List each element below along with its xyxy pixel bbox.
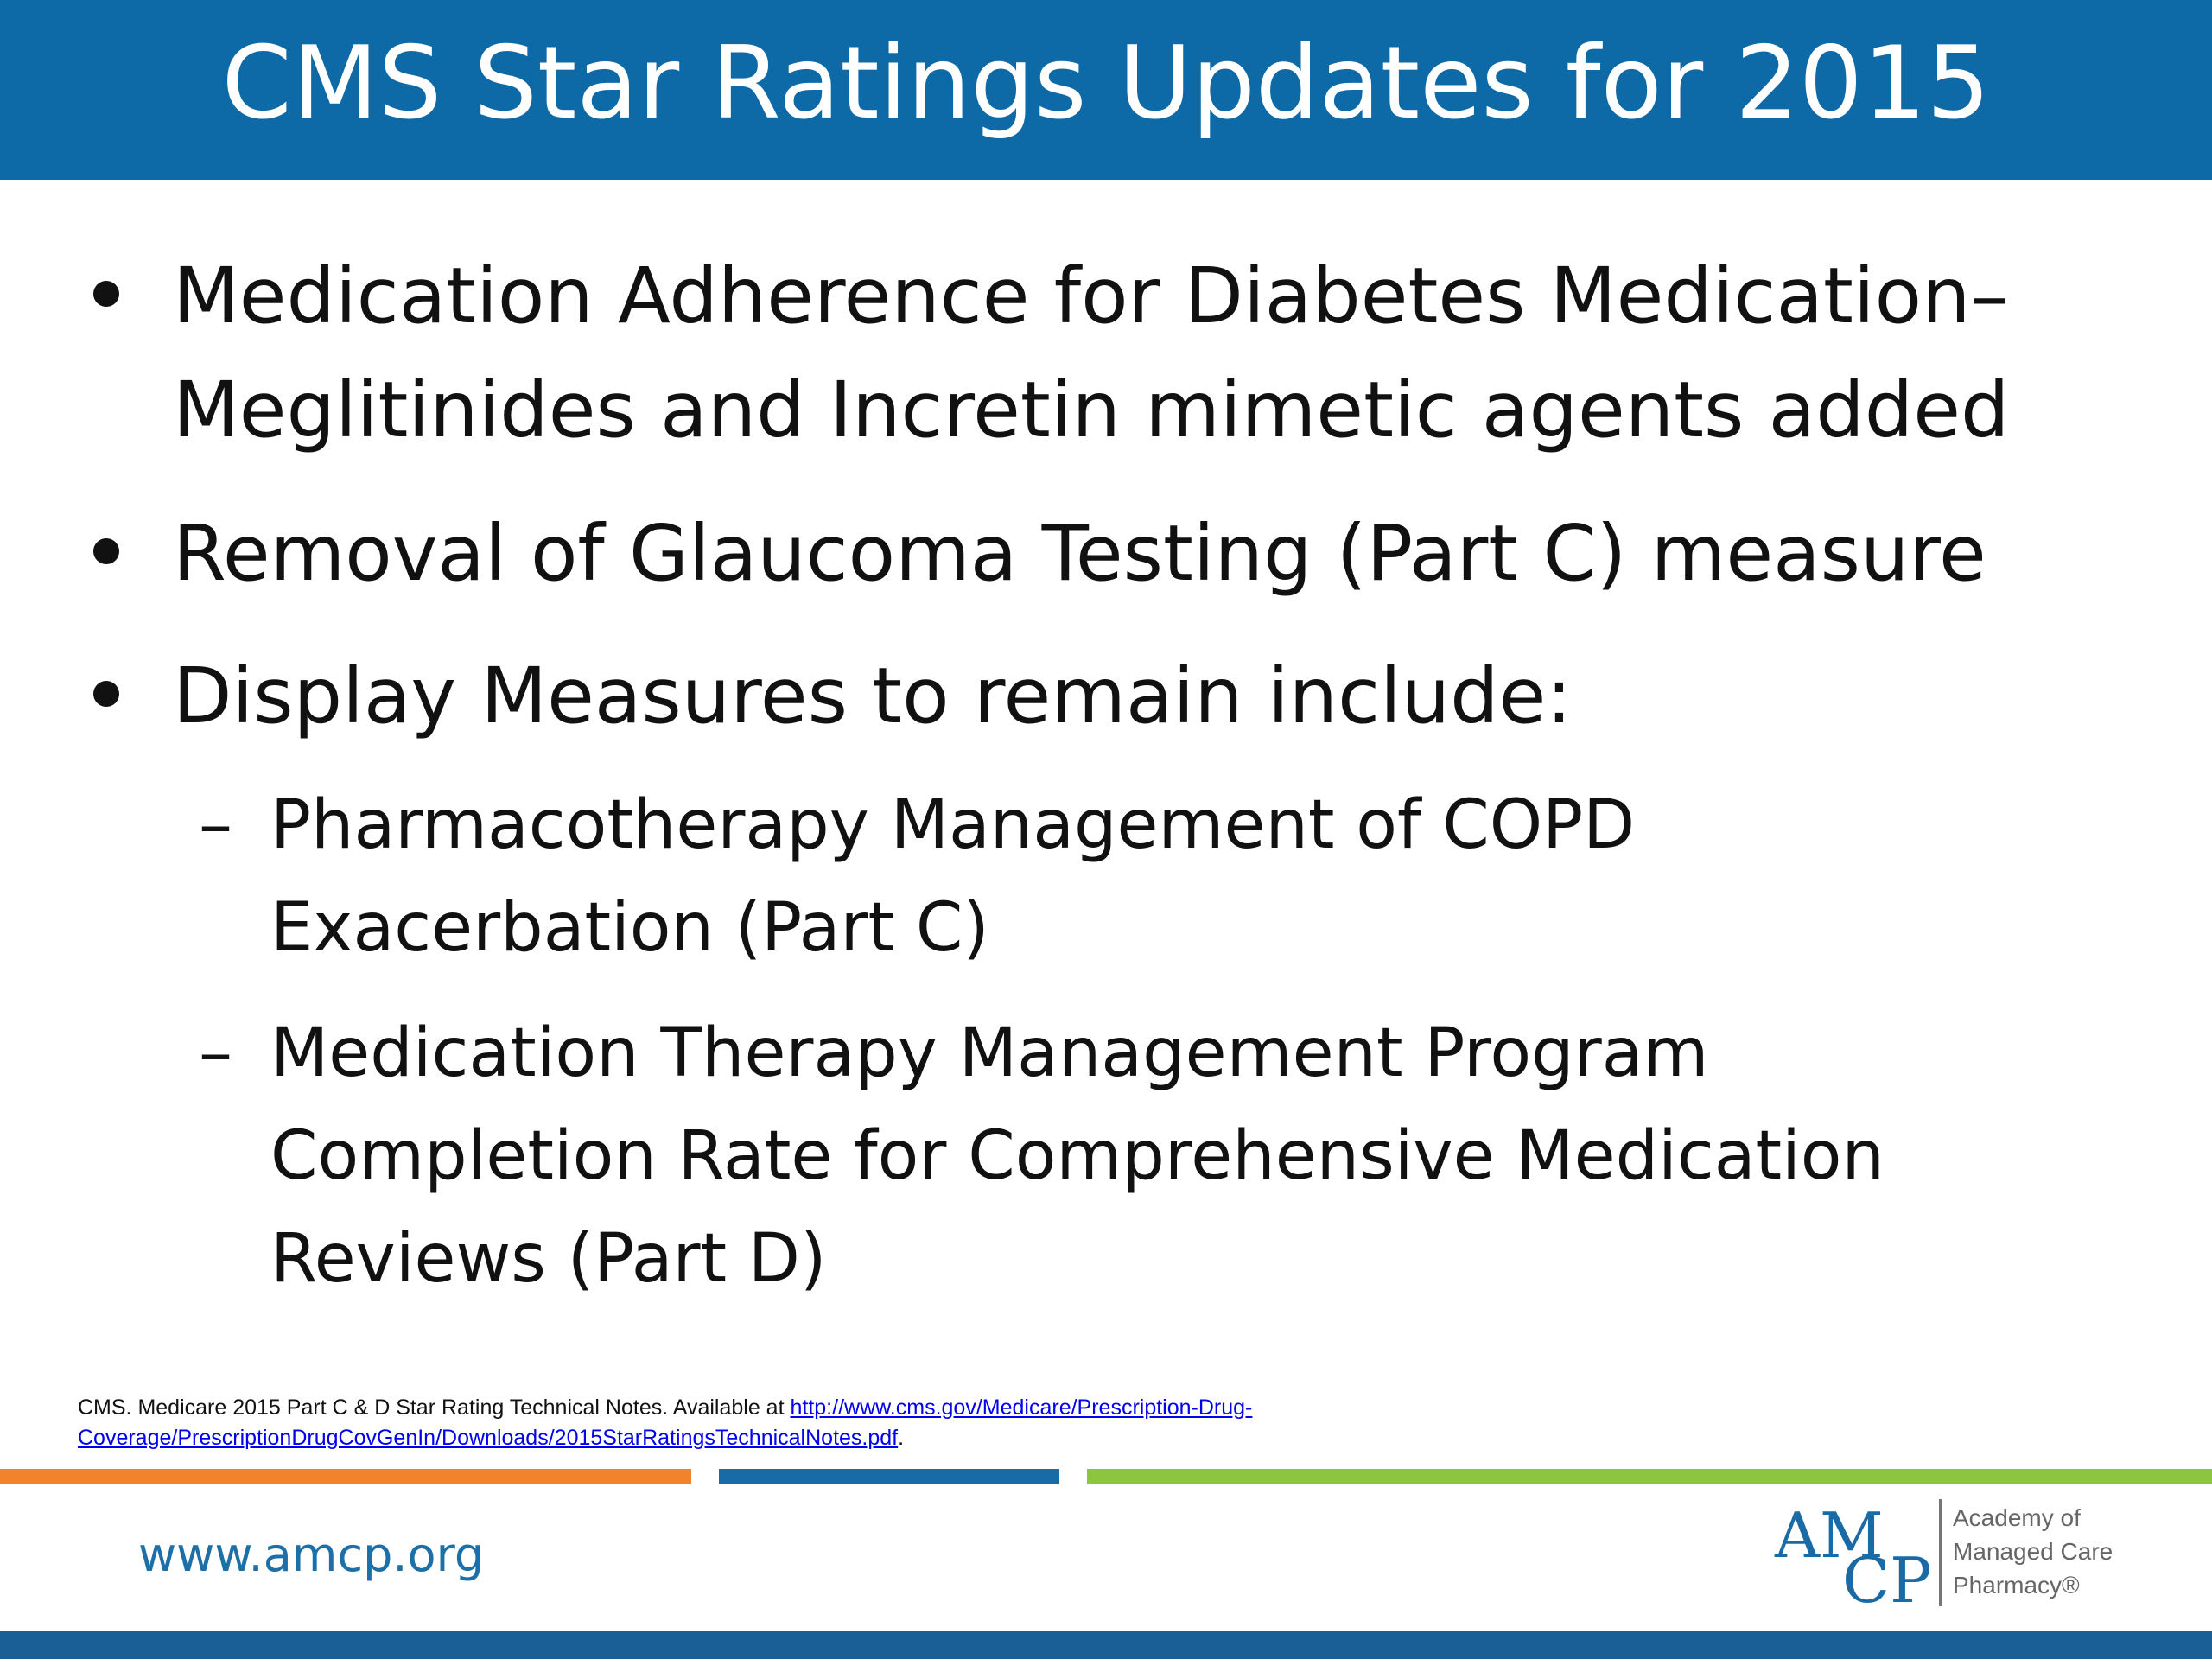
bullet-line: Meglitinides and Incretin mimetic agents…	[173, 365, 2010, 454]
logo-name-line: Pharmacy®	[1953, 1572, 2080, 1599]
bottom-bar	[0, 1631, 2212, 1659]
sub-bullet-line: Pharmacotherapy Management of COPD	[270, 786, 1636, 864]
sub-bullet-line: Reviews (Part D)	[270, 1220, 827, 1298]
slide-content: Medication Adherence for Diabetes Medica…	[93, 251, 2010, 1298]
footer-stripe-green	[1087, 1469, 2212, 1484]
bullet-dot	[93, 681, 119, 707]
bullet-line: Removal of Glaucoma Testing (Part C) mea…	[173, 508, 1986, 598]
logo-mark-bottom: CP	[1842, 1544, 1932, 1617]
bullet-dot	[93, 538, 119, 564]
sub-bullet-line: Completion Rate for Comprehensive Medica…	[270, 1117, 1885, 1195]
bullet-line: Display Measures to remain include:	[173, 651, 1573, 741]
dash-marker: –	[199, 1014, 232, 1092]
logo-divider	[1939, 1499, 1942, 1606]
citation-footnote: CMS. Medicare 2015 Part C & D Star Ratin…	[78, 1393, 1979, 1453]
footer-stripe-blue	[719, 1469, 1059, 1484]
logo-name-line: Managed Care	[1953, 1538, 2113, 1565]
citation-link[interactable]: http://www.cms.gov/Medicare/Prescription…	[78, 1395, 1252, 1450]
sub-bullet-line: Exacerbation (Part C)	[270, 889, 989, 967]
citation-link-line1: http://www.cms.gov/Medicare/Prescription…	[790, 1395, 1253, 1420]
dash-marker: –	[199, 786, 232, 864]
sub-bullet-line: Medication Therapy Management Program	[270, 1014, 1709, 1092]
bullet-line: Medication Adherence for Diabetes Medica…	[173, 251, 2010, 340]
title-bar: CMS Star Ratings Updates for 2015	[0, 0, 2212, 180]
logo-mark-top: AM	[1775, 1499, 1884, 1572]
logo-name-line: Academy of	[1953, 1504, 2081, 1531]
slide-title: CMS Star Ratings Updates for 2015	[221, 25, 1991, 142]
citation-suffix: .	[898, 1426, 905, 1450]
footer-stripe-orange	[0, 1469, 691, 1484]
citation-text: CMS. Medicare 2015 Part C & D Star Ratin…	[78, 1395, 791, 1420]
logo-mark: AM CP	[1770, 1499, 1932, 1617]
website-url: www.amcp.org	[138, 1528, 485, 1582]
amcp-logo: AM CP Academy of Managed Care Pharmacy®	[1770, 1499, 2167, 1616]
citation-link-line2: Coverage/PrescriptionDrugCovGenIn/Downlo…	[78, 1426, 899, 1450]
logo-wordmark: Academy of Managed Care Pharmacy®	[1953, 1501, 2113, 1602]
bullet-dot	[93, 281, 119, 307]
